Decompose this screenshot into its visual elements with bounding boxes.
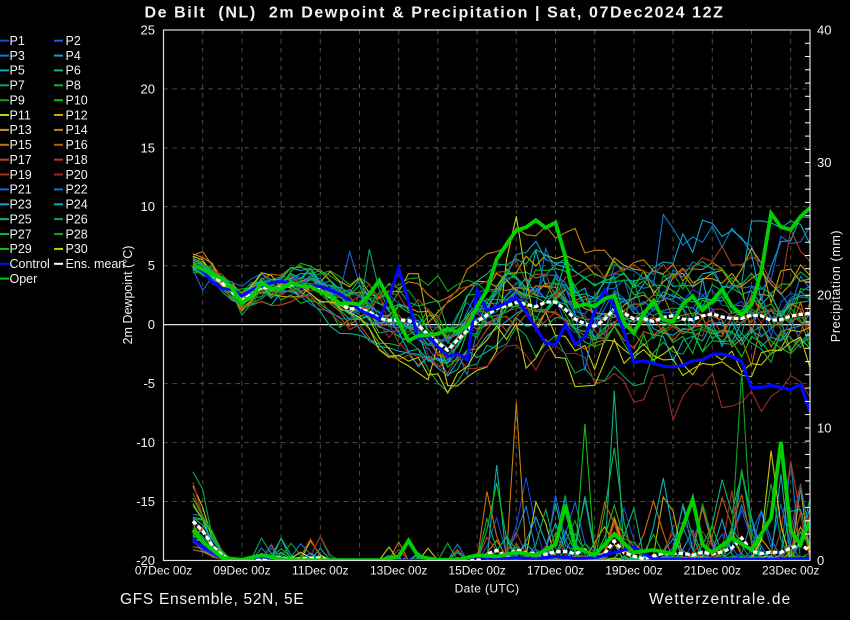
svg-text:17Dec 00z: 17Dec 00z	[527, 564, 584, 578]
svg-text:20: 20	[141, 81, 155, 96]
svg-text:19Dec 00z: 19Dec 00z	[605, 564, 662, 578]
svg-text:P9: P9	[10, 94, 25, 108]
svg-text:13Dec 00z: 13Dec 00z	[370, 564, 427, 578]
svg-text:P19: P19	[10, 168, 32, 182]
svg-text:10: 10	[141, 199, 155, 214]
svg-text:Precipitation (mm): Precipitation (mm)	[829, 230, 843, 342]
svg-text:2m Dewpoint (°C): 2m Dewpoint (°C)	[121, 246, 135, 345]
svg-text:P28: P28	[66, 227, 88, 241]
svg-text:P16: P16	[66, 138, 88, 152]
svg-text:20: 20	[817, 288, 831, 303]
svg-text:-5: -5	[143, 376, 155, 391]
svg-text:09Dec 00z: 09Dec 00z	[213, 564, 270, 578]
svg-text:Control: Control	[10, 257, 50, 271]
svg-text:15: 15	[141, 140, 155, 155]
svg-text:P1: P1	[10, 34, 25, 48]
svg-text:P5: P5	[10, 64, 25, 78]
svg-text:40: 40	[817, 22, 831, 37]
svg-text:P13: P13	[10, 123, 32, 137]
svg-text:P7: P7	[10, 79, 25, 93]
svg-text:0: 0	[817, 553, 824, 568]
svg-text:P15: P15	[10, 138, 32, 152]
svg-text:5: 5	[148, 258, 155, 273]
svg-text:P22: P22	[66, 183, 88, 197]
svg-text:P10: P10	[66, 94, 88, 108]
svg-text:30: 30	[817, 155, 831, 170]
svg-text:P3: P3	[10, 49, 25, 63]
svg-text:0: 0	[148, 317, 155, 332]
svg-text:P11: P11	[10, 108, 31, 122]
svg-text:P30: P30	[66, 242, 88, 256]
svg-text:P17: P17	[10, 153, 32, 167]
svg-text:Date (UTC): Date (UTC)	[455, 582, 520, 596]
svg-text:Ens. mean: Ens. mean	[66, 257, 126, 271]
svg-text:De Bilt (NL) 2m Dewpoint & P: De Bilt (NL) 2m Dewpoint & Precipitation…	[144, 5, 724, 22]
svg-text:21Dec 00z: 21Dec 00z	[684, 564, 741, 578]
svg-text:P18: P18	[66, 153, 88, 167]
svg-text:P24: P24	[66, 198, 88, 212]
svg-text:P21: P21	[10, 183, 32, 197]
svg-text:11Dec 00z: 11Dec 00z	[292, 564, 348, 578]
svg-text:P12: P12	[66, 108, 88, 122]
svg-text:23Dec 00z: 23Dec 00z	[762, 564, 819, 578]
svg-text:P6: P6	[66, 64, 81, 78]
svg-text:GFS Ensemble, 52N, 5E: GFS Ensemble, 52N, 5E	[120, 591, 304, 608]
svg-text:Wetterzentrale.de: Wetterzentrale.de	[649, 591, 791, 608]
svg-text:-10: -10	[136, 435, 155, 450]
svg-text:-20: -20	[136, 553, 155, 568]
svg-text:P29: P29	[10, 242, 32, 256]
svg-text:P8: P8	[66, 79, 81, 93]
svg-text:P25: P25	[10, 212, 32, 226]
svg-text:P27: P27	[10, 227, 32, 241]
svg-text:P4: P4	[66, 49, 81, 63]
svg-text:15Dec 00z: 15Dec 00z	[448, 564, 505, 578]
svg-text:25: 25	[141, 22, 155, 37]
svg-text:P23: P23	[10, 198, 32, 212]
svg-text:P20: P20	[66, 168, 88, 182]
svg-text:Oper: Oper	[10, 272, 38, 286]
svg-text:-15: -15	[136, 494, 155, 509]
svg-text:10: 10	[817, 420, 831, 435]
svg-text:P2: P2	[66, 34, 81, 48]
svg-text:P14: P14	[66, 123, 88, 137]
svg-text:07Dec 00z: 07Dec 00z	[135, 564, 192, 578]
svg-text:P26: P26	[66, 212, 88, 226]
